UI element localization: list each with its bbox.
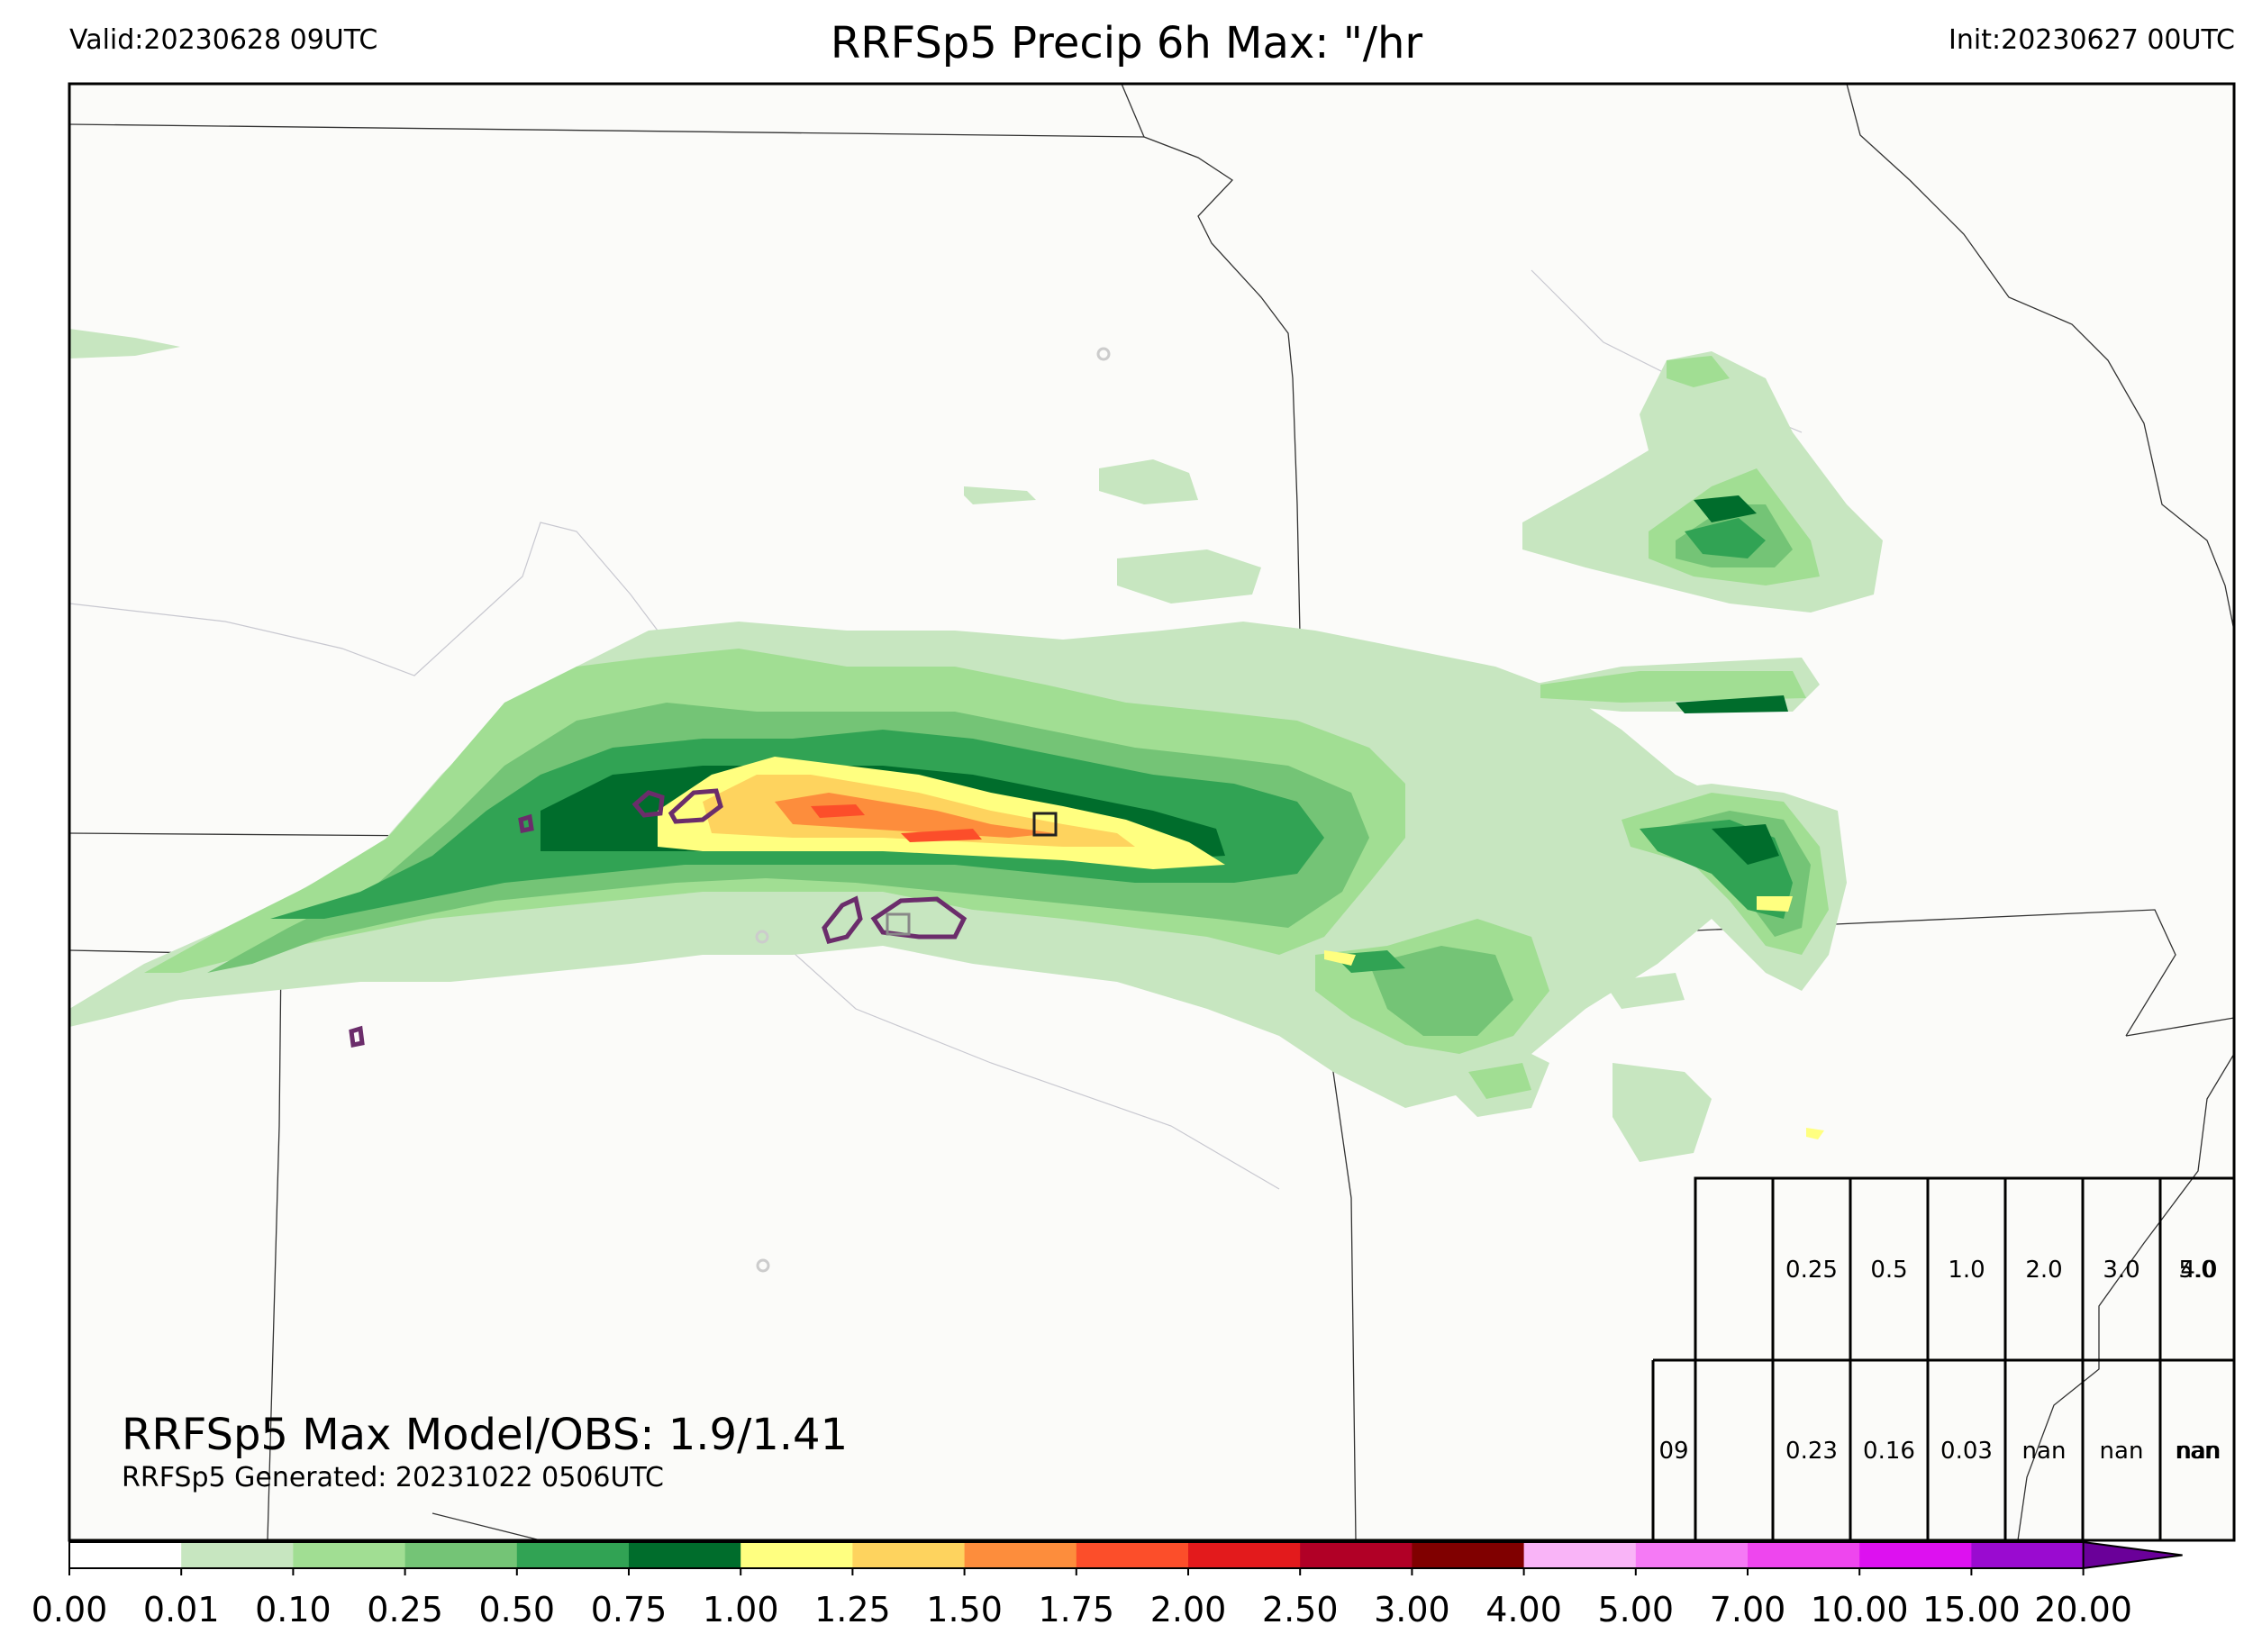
stats-row-value: 0.23 — [1785, 1438, 1838, 1465]
colorbar-swatch — [740, 1542, 853, 1568]
stats-row-value: nan — [2176, 1438, 2220, 1465]
colorbar-tick-label: 7.00 — [1710, 1590, 1786, 1629]
stats-threshold-label: 5.0 — [2178, 1257, 2215, 1284]
generated-time-label: RRFSp5 Generated: 20231022 0506UTC — [122, 1462, 664, 1493]
station-markers — [755, 347, 1111, 1273]
stats-threshold-label: 0.5 — [1870, 1257, 1907, 1284]
colorbar-tick-label: 2.50 — [1262, 1590, 1339, 1629]
stats-threshold-label: 3.0 — [2103, 1257, 2139, 1284]
colorbar-swatch — [1635, 1542, 1749, 1568]
precip-fill — [69, 329, 1883, 1162]
init-time-label: Init:20230627 00UTC — [1949, 24, 2235, 56]
stats-row-value: nan — [2177, 1438, 2221, 1465]
colorbar-extend-arrow — [2082, 1540, 2183, 1570]
stats-threshold-label: 2.0 — [2025, 1257, 2062, 1284]
stats-table — [1651, 1176, 2234, 1540]
stats-row-label: 09 — [1658, 1438, 1688, 1465]
colorbar-swatch — [1748, 1542, 1860, 1568]
stats-row-value: nan — [2100, 1438, 2144, 1465]
colorbar-swatch — [852, 1542, 966, 1568]
colorbar-swatch — [629, 1542, 741, 1568]
stats-table-text: 0.25 0.5 1.0 2.0 3.0 4.05.0 09 0.23 0.16 0.03 nan n… — [1658, 1257, 2221, 1465]
colorbar-tick-label: 10.00 — [1811, 1590, 1909, 1629]
colorbar-tick-label: 0.25 — [367, 1590, 443, 1629]
valid-time-label: Valid:20230628 09UTC — [69, 24, 378, 56]
map-title: RRFSp5 Precip 6h Max: "/hr — [830, 18, 1423, 68]
stats-threshold-label: 4.0 — [2180, 1257, 2217, 1284]
colorbar-swatch — [1300, 1542, 1413, 1568]
colorbar-swatch — [69, 1542, 182, 1568]
colorbar-tick-label: 0.00 — [32, 1590, 108, 1629]
map-frame — [68, 82, 2236, 1542]
colorbar-tick-label: 0.10 — [255, 1590, 332, 1629]
colorbar-swatch — [1523, 1542, 1637, 1568]
max-model-obs-label: RRFSp5 Max Model/OBS: 1.9/1.41 — [122, 1410, 849, 1460]
colorbar-tick-label: 4.00 — [1485, 1590, 1562, 1629]
colorbar: 0.00 0.01 0.10 0.25 0.50 0.75 1.00 1.25 1.50 1.75… — [32, 1540, 2183, 1629]
colorbar-tick-label: 1.50 — [926, 1590, 1003, 1629]
colorbar-tick-label: 0.01 — [143, 1590, 220, 1629]
colorbar-tick-label: 1.25 — [814, 1590, 891, 1629]
stats-row-value: 0.16 — [1863, 1438, 1915, 1465]
colorbar-tick-label: 2.00 — [1150, 1590, 1227, 1629]
stats-threshold-label: 1.0 — [1948, 1257, 1985, 1284]
colorbar-swatch — [964, 1542, 1077, 1568]
colorbar-tick-label: 5.00 — [1597, 1590, 1674, 1629]
stats-threshold-label: 0.25 — [1785, 1257, 1838, 1284]
colorbar-tick-label: 0.50 — [478, 1590, 555, 1629]
colorbar-tick-label: 20.00 — [2034, 1590, 2132, 1629]
stats-row-value: nan — [2022, 1438, 2067, 1465]
colorbar-swatch — [293, 1542, 406, 1568]
colorbar-swatch — [1859, 1542, 1972, 1568]
colorbar-tick-label: 0.75 — [591, 1590, 668, 1629]
colorbar-tick-label: 3.00 — [1374, 1590, 1450, 1629]
colorbar-tick-label: 1.00 — [703, 1590, 779, 1629]
colorbar-swatch — [1971, 1542, 2085, 1568]
stats-row-value: 0.03 — [1940, 1438, 1993, 1465]
colorbar-swatch — [404, 1542, 518, 1568]
colorbar-swatch — [1188, 1542, 1301, 1568]
colorbar-tick-label: 1.75 — [1038, 1590, 1114, 1629]
colorbar-tick-label: 15.00 — [1922, 1590, 2021, 1629]
colorbar-swatch — [181, 1542, 294, 1568]
colorbar-swatch — [1076, 1542, 1189, 1568]
colorbar-swatch — [516, 1542, 630, 1568]
colorbar-swatch — [1412, 1542, 1525, 1568]
